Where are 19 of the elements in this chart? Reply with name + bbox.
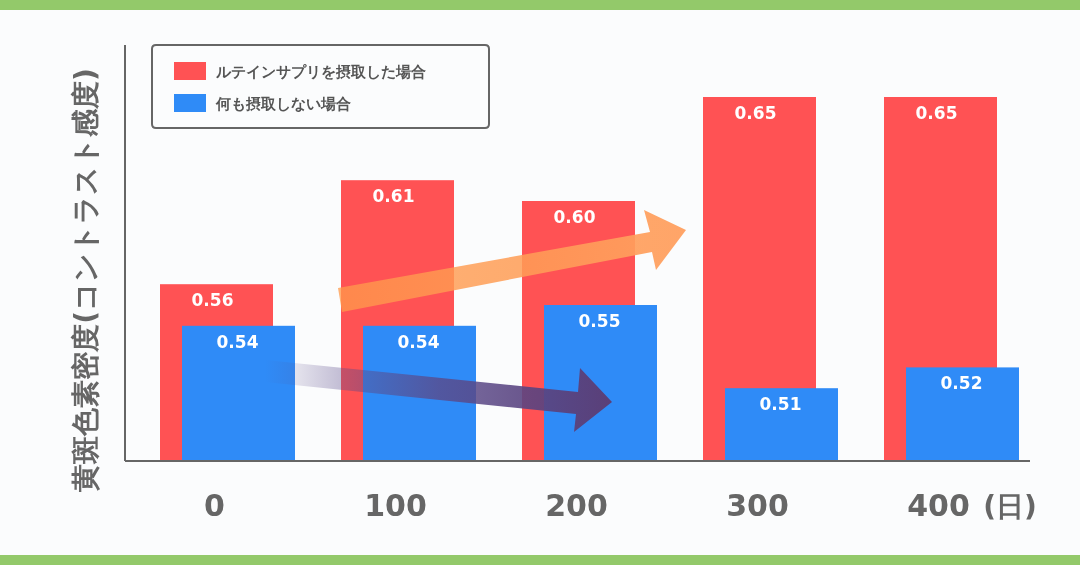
data-label: 0.60 bbox=[553, 207, 596, 227]
legend-label: 何も摂取しない場合 bbox=[215, 95, 351, 113]
x-tick-label: 300 bbox=[726, 488, 789, 523]
data-label: 0.52 bbox=[940, 373, 983, 394]
x-tick-label: 200 bbox=[545, 488, 608, 523]
data-label: 0.56 bbox=[191, 290, 234, 311]
legend-label: ルテインサプリを摂取した場合 bbox=[215, 63, 426, 81]
data-label: 0.54 bbox=[216, 331, 259, 352]
data-label: 0.61 bbox=[372, 186, 415, 207]
x-tick-label: 400 bbox=[907, 488, 970, 523]
x-tick-label: 100 bbox=[364, 488, 427, 523]
data-label: 0.54 bbox=[397, 331, 440, 352]
y-axis-title: 黄斑色素密度(コントラスト感度) bbox=[69, 68, 102, 493]
data-label: 0.65 bbox=[915, 103, 958, 123]
data-label: 0.51 bbox=[759, 394, 802, 415]
data-label: 0.65 bbox=[734, 103, 777, 123]
data-label: 0.55 bbox=[578, 311, 621, 331]
x-tick-label: 0 bbox=[204, 488, 225, 523]
x-axis-title: (日) bbox=[983, 490, 1037, 523]
